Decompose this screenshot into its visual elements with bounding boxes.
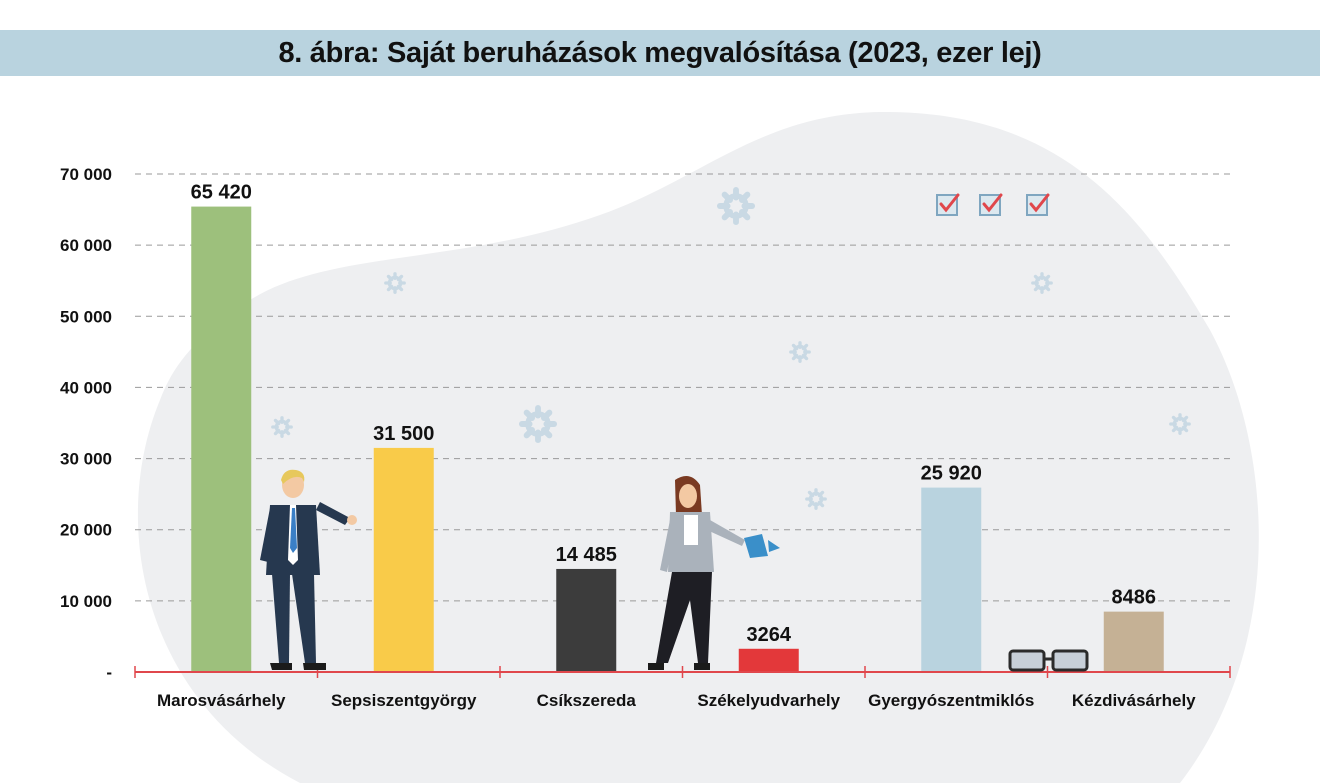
gear-icon (1169, 413, 1191, 435)
gear-icon (518, 404, 558, 444)
x-category-label: Székelyudvarhely (697, 691, 840, 710)
y-tick-label: 60 000 (60, 236, 112, 255)
background-blob (137, 111, 1259, 783)
businessman-illustration (260, 469, 357, 670)
gear-icon (271, 416, 293, 438)
data-label: 31 500 (373, 423, 434, 445)
gear-icon (716, 186, 756, 226)
checkbox-icon (1026, 193, 1050, 216)
x-category-label: Gyergyószentmiklós (868, 691, 1034, 710)
y-tick-label: 10 000 (60, 592, 112, 611)
x-category-label: Kézdivásárhely (1072, 691, 1196, 710)
data-label: 14 485 (556, 544, 617, 566)
glasses-illustration (1008, 649, 1089, 672)
y-tick-label: 30 000 (60, 450, 112, 469)
bar (556, 568, 617, 672)
bar (738, 648, 799, 672)
y-tick-label: 50 000 (60, 307, 112, 326)
gear-icon (805, 488, 827, 510)
businesswoman-illustration (648, 476, 780, 670)
checkbox-icon (979, 193, 1003, 216)
data-label: 8486 (1112, 587, 1157, 609)
bar (373, 447, 434, 672)
x-axis: Marosvásárhely Sepsiszentgyörgy Csíkszered… (134, 666, 1231, 710)
y-axis: - 10 000 20 000 30 000 40 000 50 000 60 000 70 … (60, 165, 112, 682)
data-label: 3264 (747, 624, 792, 646)
illustrations (260, 469, 1089, 672)
x-category-label: Sepsiszentgyörgy (331, 691, 477, 710)
bar (191, 206, 252, 672)
x-category-label: Csíkszereda (537, 691, 637, 710)
bars: 65 420 31 500 14 485 3264 25 920 8486 (191, 182, 1164, 672)
y-tick-label: - (106, 663, 112, 682)
chart-title: 8. ábra: Saját beruházások megvalósítása… (278, 36, 1042, 69)
data-label: 65 420 (191, 182, 252, 204)
bar (1103, 611, 1164, 672)
x-category-label: Marosvásárhely (157, 691, 286, 710)
y-tick-label: 70 000 (60, 165, 112, 184)
gear-icon (1031, 272, 1053, 294)
y-tick-label: 20 000 (60, 521, 112, 540)
y-tick-label: 40 000 (60, 378, 112, 397)
title-band: 8. ábra: Saját beruházások megvalósítása… (0, 30, 1320, 76)
checkbox-icon (936, 193, 960, 216)
gear-icon (384, 272, 406, 294)
gear-icon (789, 341, 811, 363)
decoration-layer (271, 186, 1191, 510)
bar (921, 487, 982, 672)
data-label: 25 920 (921, 463, 982, 485)
